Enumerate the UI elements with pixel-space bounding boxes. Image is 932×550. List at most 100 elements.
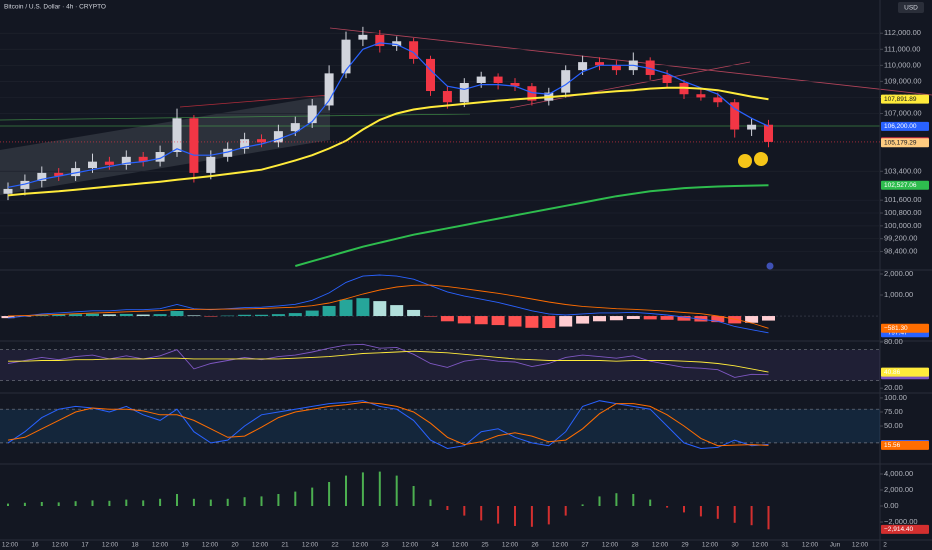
histogram-bar [514, 506, 516, 526]
histogram-bar [339, 299, 353, 317]
histogram-bar [424, 316, 437, 317]
y-tick-label: 98,400.00 [884, 247, 917, 256]
series-line [7, 42, 769, 188]
x-tick-label: 12:00 [302, 542, 319, 549]
histogram-bar [547, 506, 550, 525]
candle-body [730, 102, 740, 130]
series-line [7, 400, 769, 450]
y-tick-label: 109,000.00 [884, 76, 922, 85]
candle-body [442, 91, 452, 103]
x-tick-label: 2 [883, 542, 887, 549]
histogram-bar [683, 506, 685, 513]
channel-line [179, 94, 331, 108]
event-icon [766, 262, 774, 270]
x-tick-label: 12:00 [352, 542, 369, 549]
histogram-bar [508, 316, 522, 327]
histogram-bar [576, 316, 590, 324]
candle-body [307, 105, 317, 124]
y-tick-label: 2,000.00 [884, 269, 913, 278]
y-tick-label: 2,000.00 [884, 485, 913, 494]
price-badge-label: 40.86 [884, 369, 901, 376]
y-tick-label: 20.00 [884, 383, 903, 392]
histogram-bar [626, 316, 640, 319]
band-fill [0, 349, 880, 381]
series-line [7, 86, 769, 197]
histogram-bar [86, 313, 99, 317]
candle-body [240, 139, 250, 149]
candle-body [645, 60, 655, 75]
histogram-bar [440, 316, 454, 322]
x-tick-label: 21 [281, 542, 289, 549]
y-tick-label: 110,000.00 [884, 60, 921, 69]
histogram-bar [361, 472, 364, 506]
candle-body [426, 58, 435, 92]
histogram-bar [69, 314, 83, 317]
histogram-bar [23, 502, 26, 506]
candle-body [290, 123, 300, 132]
histogram-bar [699, 506, 702, 517]
y-tick-label: 0.00 [884, 501, 899, 510]
x-tick-label: 23 [381, 542, 389, 549]
price-badge [881, 323, 929, 333]
histogram-bar [187, 315, 201, 317]
price-badge-label: 105,179.29 [884, 139, 917, 146]
histogram-bar [260, 496, 263, 506]
histogram-bar [530, 506, 533, 527]
x-tick-label: 12:00 [52, 542, 69, 549]
y-tick-label: 111,000.00 [884, 44, 920, 53]
candle-body [476, 76, 486, 83]
histogram-bar [322, 305, 336, 317]
histogram-bar [542, 316, 556, 329]
x-tick-label: 24 [431, 542, 439, 549]
histogram-bar [762, 316, 775, 321]
histogram-bar [609, 316, 623, 321]
x-tick-label: 30 [731, 542, 739, 549]
y-tick-label: 99,200.00 [884, 234, 917, 243]
y-tick-label: 50.00 [884, 421, 903, 430]
histogram-bar [52, 314, 66, 317]
x-tick-label: 12:00 [402, 542, 419, 549]
price-badge [881, 121, 929, 131]
histogram-bar [525, 316, 539, 328]
x-tick-label: 12:00 [752, 542, 769, 549]
x-tick-label: 12:00 [152, 542, 169, 549]
candle-body [138, 156, 148, 162]
series-line [7, 284, 769, 329]
histogram-bar [463, 506, 466, 516]
x-tick-label: 12:00 [602, 542, 619, 549]
histogram-bar [378, 471, 381, 506]
histogram-bar [176, 494, 178, 506]
candle-body [409, 41, 419, 59]
y-tick-label: −2,000.00 [884, 517, 918, 526]
histogram-bar [733, 506, 736, 523]
candle-body [189, 118, 199, 173]
currency-button[interactable] [898, 2, 924, 13]
candle-body [527, 86, 537, 101]
emoji [738, 154, 752, 168]
series-line [295, 184, 769, 267]
price-badge-label: −797.47 [884, 330, 908, 337]
x-tick-label: 18 [131, 542, 139, 549]
candle-body [54, 172, 64, 177]
emoji [754, 152, 768, 166]
series-line [7, 343, 769, 378]
histogram-bar [243, 497, 246, 506]
candle-body [696, 94, 706, 98]
regression-channel [0, 95, 330, 195]
histogram-bar [390, 305, 404, 317]
histogram-bar [407, 309, 421, 317]
candle-body [172, 118, 182, 153]
histogram-bar [395, 475, 398, 506]
histogram-bar [311, 487, 314, 506]
histogram-bar [57, 502, 60, 506]
candle-body [71, 168, 81, 177]
histogram-bar [74, 501, 77, 506]
histogram-bar [711, 316, 725, 323]
histogram-bar [153, 314, 167, 317]
candle-body [104, 161, 114, 165]
histogram-bar [767, 506, 770, 530]
chart-title: Bitcoin / U.S. Dollar · 4h · CRYPTO [4, 4, 106, 11]
histogram-bar [632, 494, 635, 506]
